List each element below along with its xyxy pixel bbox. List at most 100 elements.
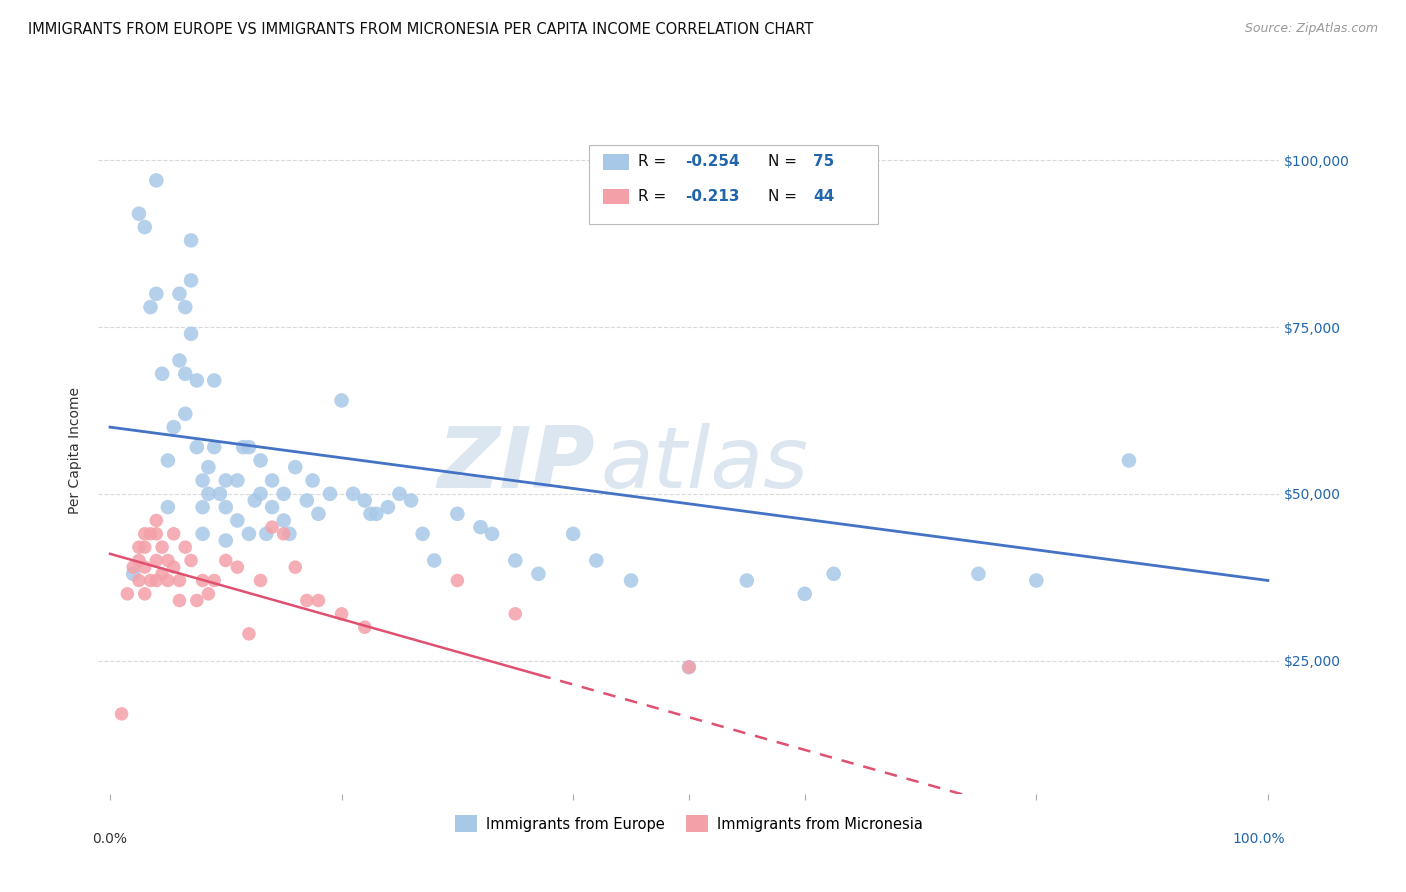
Point [134, 540, 156, 554]
Point [353, 620, 375, 634]
Point [186, 593, 208, 607]
Point [186, 374, 208, 388]
Point [174, 407, 197, 421]
Point [446, 574, 468, 588]
Point [342, 487, 364, 501]
Point [238, 526, 260, 541]
Point [967, 566, 990, 581]
Point [128, 540, 150, 554]
Point [156, 574, 179, 588]
Point [215, 553, 238, 567]
Text: IMMIGRANTS FROM EUROPE VS IMMIGRANTS FROM MICRONESIA PER CAPITA INCOME CORRELATI: IMMIGRANTS FROM EUROPE VS IMMIGRANTS FRO… [28, 22, 814, 37]
Point [180, 273, 202, 287]
Point [122, 560, 145, 574]
Point [134, 526, 156, 541]
FancyBboxPatch shape [603, 189, 628, 204]
Point [284, 560, 307, 574]
Point [150, 566, 173, 581]
Point [254, 526, 277, 541]
Point [423, 553, 446, 567]
FancyBboxPatch shape [589, 145, 877, 224]
Point [262, 474, 284, 488]
Point [156, 453, 179, 467]
Point [307, 507, 329, 521]
Point [191, 500, 214, 515]
Point [249, 453, 271, 467]
Point [145, 286, 167, 301]
Point [273, 513, 295, 527]
Text: 0.0%: 0.0% [93, 831, 128, 846]
Point [678, 660, 700, 674]
Point [139, 574, 162, 588]
Point [186, 440, 208, 454]
Text: ZIP: ZIP [437, 423, 595, 506]
Text: Source: ZipAtlas.com: Source: ZipAtlas.com [1244, 22, 1378, 36]
Point [735, 574, 758, 588]
Point [117, 587, 139, 601]
Point [150, 367, 173, 381]
Point [399, 493, 422, 508]
Point [139, 526, 162, 541]
Point [446, 507, 468, 521]
Point [191, 526, 214, 541]
Point [110, 706, 132, 721]
Point [295, 493, 318, 508]
Point [197, 460, 219, 475]
Point [215, 500, 238, 515]
Point [191, 574, 214, 588]
Point [1118, 453, 1140, 467]
Point [215, 533, 238, 548]
Point [226, 474, 249, 488]
Point [388, 487, 411, 501]
Point [319, 487, 342, 501]
Point [353, 493, 375, 508]
Point [163, 526, 186, 541]
Point [156, 500, 179, 515]
Point [180, 326, 202, 341]
FancyBboxPatch shape [603, 154, 628, 169]
Point [202, 440, 225, 454]
Point [620, 574, 643, 588]
Text: atlas: atlas [600, 423, 808, 506]
Point [278, 526, 301, 541]
Point [197, 587, 219, 601]
Text: -0.254: -0.254 [685, 154, 740, 169]
Point [169, 286, 191, 301]
Point [226, 560, 249, 574]
Point [503, 553, 526, 567]
Point [134, 220, 156, 235]
Point [128, 553, 150, 567]
Text: -0.213: -0.213 [685, 189, 740, 204]
Point [678, 660, 700, 674]
Point [226, 513, 249, 527]
Point [174, 367, 197, 381]
Point [527, 566, 550, 581]
Point [208, 487, 231, 501]
Point [307, 593, 329, 607]
Point [330, 393, 353, 408]
Point [215, 474, 238, 488]
Point [360, 507, 382, 521]
Point [163, 560, 186, 574]
Point [163, 420, 186, 434]
Point [169, 353, 191, 368]
Point [1025, 574, 1047, 588]
Point [150, 540, 173, 554]
Text: 100.0%: 100.0% [1233, 831, 1285, 846]
Point [145, 526, 167, 541]
Point [134, 560, 156, 574]
Point [262, 500, 284, 515]
Point [122, 566, 145, 581]
Point [249, 574, 271, 588]
Point [156, 553, 179, 567]
Point [284, 460, 307, 475]
Point [169, 593, 191, 607]
Point [128, 207, 150, 221]
Point [180, 234, 202, 248]
Point [301, 474, 323, 488]
Point [128, 574, 150, 588]
Text: N =: N = [768, 189, 801, 204]
Point [145, 553, 167, 567]
Point [238, 440, 260, 454]
Point [139, 300, 162, 314]
